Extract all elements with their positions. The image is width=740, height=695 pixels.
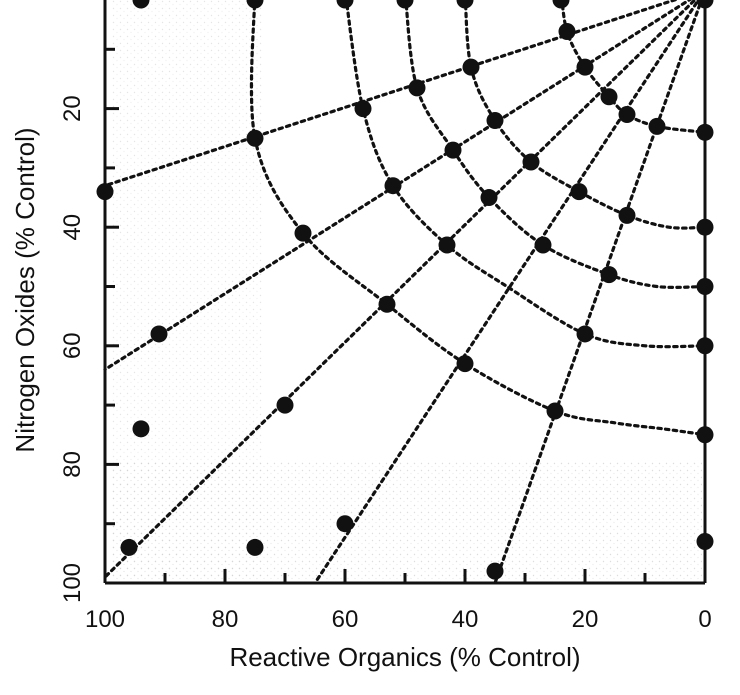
data-point bbox=[696, 0, 714, 9]
data-point bbox=[600, 266, 618, 284]
data-point bbox=[150, 325, 168, 343]
y-tick-label: 20 bbox=[59, 95, 86, 122]
data-point bbox=[132, 0, 150, 9]
data-point bbox=[486, 111, 504, 129]
data-point bbox=[696, 337, 714, 355]
isopleth-dotted-curve bbox=[344, 0, 707, 349]
data-point bbox=[558, 23, 576, 41]
data-point bbox=[576, 325, 594, 343]
data-point bbox=[552, 0, 570, 9]
data-point bbox=[618, 206, 636, 224]
isopleth-dotted-curve bbox=[404, 0, 707, 289]
data-point bbox=[276, 396, 294, 414]
data-point bbox=[618, 106, 636, 124]
data-point bbox=[456, 0, 474, 9]
data-point bbox=[132, 420, 150, 438]
data-point bbox=[384, 177, 402, 195]
data-point bbox=[486, 562, 504, 580]
data-point bbox=[522, 153, 540, 171]
y-axis-title: Nitrogen Oxides (% Control) bbox=[10, 127, 40, 452]
data-point bbox=[444, 141, 462, 159]
data-point bbox=[576, 58, 594, 76]
radial-dotted-line bbox=[493, 0, 704, 585]
data-point bbox=[696, 532, 714, 550]
data-point bbox=[534, 236, 552, 254]
data-point bbox=[336, 515, 354, 533]
x-tick-label: 100 bbox=[85, 606, 125, 633]
data-point bbox=[456, 355, 474, 373]
radial-dotted-line bbox=[103, 0, 693, 372]
y-tick-label: 100 bbox=[59, 563, 86, 603]
tick-labels: 100 80 60 40 20 0 20 40 60 80 100 bbox=[59, 95, 712, 633]
data-point bbox=[246, 538, 264, 556]
data-point bbox=[696, 218, 714, 236]
data-point bbox=[648, 117, 666, 135]
data-point bbox=[546, 402, 564, 420]
data-point bbox=[354, 100, 372, 118]
data-point bbox=[336, 0, 354, 9]
x-tick-label: 60 bbox=[332, 606, 359, 633]
data-point bbox=[246, 0, 264, 9]
data-point bbox=[600, 88, 618, 106]
data-point bbox=[246, 129, 264, 147]
data-point bbox=[696, 426, 714, 444]
data-points bbox=[96, 0, 714, 580]
x-tick-label: 20 bbox=[572, 606, 599, 633]
radial-dotted-line bbox=[103, 0, 698, 579]
x-tick-label: 40 bbox=[452, 606, 479, 633]
radial-dotted-line bbox=[103, 0, 680, 188]
data-point bbox=[462, 58, 480, 76]
data-point bbox=[696, 278, 714, 295]
data-point bbox=[408, 79, 426, 97]
data-point bbox=[480, 189, 498, 207]
radial-dotted-line bbox=[313, 0, 701, 585]
data-point bbox=[396, 0, 414, 9]
x-tick-label: 0 bbox=[698, 606, 711, 633]
data-point bbox=[294, 224, 312, 242]
data-point bbox=[570, 183, 588, 201]
data-point bbox=[438, 236, 456, 254]
x-axis-title: Reactive Organics (% Control) bbox=[229, 642, 580, 672]
y-tick-label: 40 bbox=[59, 214, 86, 241]
data-point bbox=[120, 538, 138, 556]
y-tick-label: 80 bbox=[59, 451, 86, 478]
data-point bbox=[96, 183, 114, 201]
plot-background bbox=[112, 0, 702, 582]
y-tick-label: 60 bbox=[59, 332, 86, 359]
data-point bbox=[378, 295, 396, 313]
background-stipple-bottom bbox=[112, 460, 702, 582]
x-tick-label: 80 bbox=[212, 606, 239, 633]
data-point bbox=[696, 123, 714, 141]
